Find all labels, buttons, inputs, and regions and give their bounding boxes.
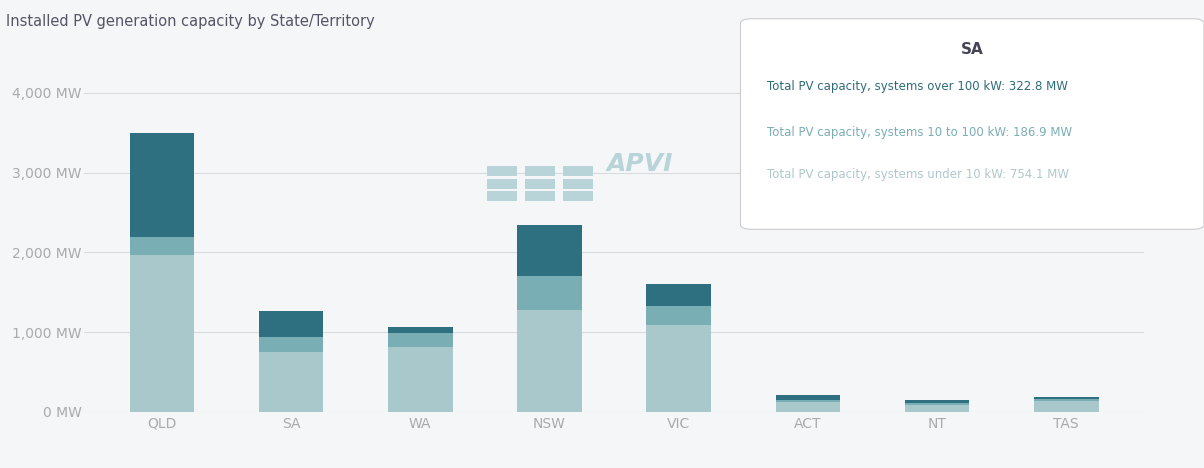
FancyBboxPatch shape (563, 166, 592, 176)
Bar (130, 237, 194, 256)
Bar (1034, 399, 1098, 401)
Bar (388, 327, 453, 333)
FancyBboxPatch shape (486, 179, 517, 189)
Bar (130, 132, 194, 237)
Bar (259, 351, 324, 412)
Bar (130, 256, 194, 412)
Text: SA: SA (961, 42, 984, 57)
FancyBboxPatch shape (563, 191, 592, 201)
Bar (259, 337, 324, 351)
FancyBboxPatch shape (525, 179, 555, 189)
Text: Total PV capacity, systems under 10 kW: 754.1 MW: Total PV capacity, systems under 10 kW: … (767, 168, 1069, 182)
FancyBboxPatch shape (525, 166, 555, 176)
Text: Installed PV generation capacity by State/Territory: Installed PV generation capacity by Stat… (6, 14, 374, 29)
Bar (388, 333, 453, 347)
Bar (518, 276, 582, 310)
FancyBboxPatch shape (486, 191, 517, 201)
Bar (904, 405, 969, 412)
FancyBboxPatch shape (486, 166, 517, 176)
Bar (647, 325, 710, 412)
FancyBboxPatch shape (563, 179, 592, 189)
Text: Total PV capacity, systems 10 to 100 kW: 186.9 MW: Total PV capacity, systems 10 to 100 kW:… (767, 126, 1072, 139)
Bar (647, 284, 710, 306)
Text: Total PV capacity, systems over 100 kW: 322.8 MW: Total PV capacity, systems over 100 kW: … (767, 80, 1068, 93)
Bar (1034, 397, 1098, 399)
Bar (904, 402, 969, 405)
Text: APVI: APVI (607, 152, 673, 176)
Bar (647, 306, 710, 325)
FancyBboxPatch shape (525, 191, 555, 201)
Bar (518, 310, 582, 412)
Bar (775, 402, 840, 412)
Bar (775, 400, 840, 402)
Bar (1034, 401, 1098, 412)
Bar (518, 225, 582, 276)
Bar (388, 347, 453, 412)
Bar (904, 400, 969, 402)
Bar (259, 311, 324, 337)
Bar (775, 395, 840, 400)
